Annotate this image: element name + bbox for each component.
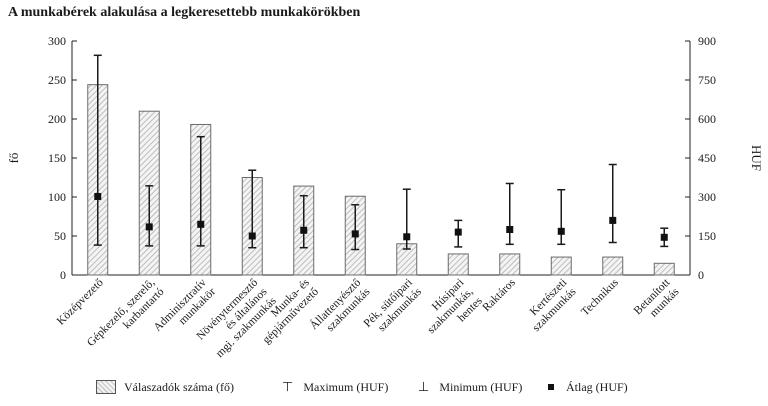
average-marker [300, 226, 308, 234]
respondents-bar [602, 256, 624, 276]
category-label: Kertészetiszakmunkás [521, 276, 579, 334]
respondents-bar [653, 262, 675, 276]
legend-item-maximum: ⊤ Maximum (HUF) [282, 377, 388, 397]
y2-axis-title: HUF [749, 145, 764, 171]
category-label: Technikus [579, 276, 621, 318]
minimum-cap-icon: ⊥ [418, 379, 430, 395]
category-label: Állattenyésztőszakmunkás [306, 275, 372, 341]
left-tick-label: 250 [48, 73, 66, 87]
right-tick-label: 300 [698, 190, 716, 204]
legend-item-respondents: Válaszadók száma (fő) [96, 377, 234, 397]
legend-label-maximum: Maximum (HUF) [303, 379, 389, 394]
average-marker [557, 227, 565, 235]
y-axis-title: fő [6, 153, 21, 164]
right-tick-label: 150 [698, 229, 716, 243]
right-tick-label: 450 [698, 151, 716, 165]
right-tick-label: 600 [698, 112, 716, 126]
left-tick-label: 100 [48, 190, 66, 204]
legend-item-average: Átlag (HUF) [548, 377, 628, 397]
right-tick-label: 750 [698, 73, 716, 87]
right-tick-label: 0 [698, 268, 704, 282]
hatched-bar-swatch-icon [96, 380, 116, 394]
chart-title: A munkabérek alakulása a legkeresettebb … [8, 5, 361, 20]
average-marker [609, 216, 617, 224]
category-label: Húsipariszakmunkás,hentes [416, 276, 485, 345]
left-tick-label: 150 [48, 151, 66, 165]
respondents-bar [499, 253, 521, 276]
respondents-bar [447, 253, 469, 276]
average-marker [660, 233, 668, 241]
average-marker [94, 192, 102, 200]
right-tick-label: 900 [698, 34, 716, 48]
average-marker [454, 228, 462, 236]
legend-item-minimum: ⊥ Minimum (HUF) [418, 377, 522, 397]
average-marker [403, 233, 411, 241]
average-square-icon [548, 384, 554, 390]
legend: Válaszadók száma (fő) ⊤ Maximum (HUF) ⊥ … [96, 377, 696, 397]
respondents-bar [550, 256, 572, 276]
maximum-cap-icon: ⊤ [282, 379, 294, 395]
category-label-line: Raktáros [480, 276, 518, 314]
left-tick-label: 300 [48, 34, 66, 48]
average-marker [351, 230, 359, 238]
category-label-line: Technikus [579, 276, 621, 318]
category-label-line: Középvezető [55, 276, 106, 327]
average-marker [145, 223, 153, 231]
left-tick-label: 0 [60, 268, 66, 282]
left-tick-label: 50 [54, 229, 66, 243]
average-marker [197, 220, 205, 228]
category-label: Raktáros [480, 276, 518, 314]
average-marker [506, 226, 514, 233]
left-tick-label: 200 [48, 112, 66, 126]
category-label: Betanítottmunkás [632, 276, 682, 326]
legend-label-average: Átlag (HUF) [566, 379, 628, 394]
category-label: Középvezető [55, 276, 106, 327]
category-label: Pék, sütőipariszakmunkás [362, 276, 425, 339]
legend-label-minimum: Minimum (HUF) [439, 379, 523, 394]
legend-label-respondents: Válaszadók száma (fő) [124, 379, 234, 394]
average-marker [248, 232, 256, 240]
